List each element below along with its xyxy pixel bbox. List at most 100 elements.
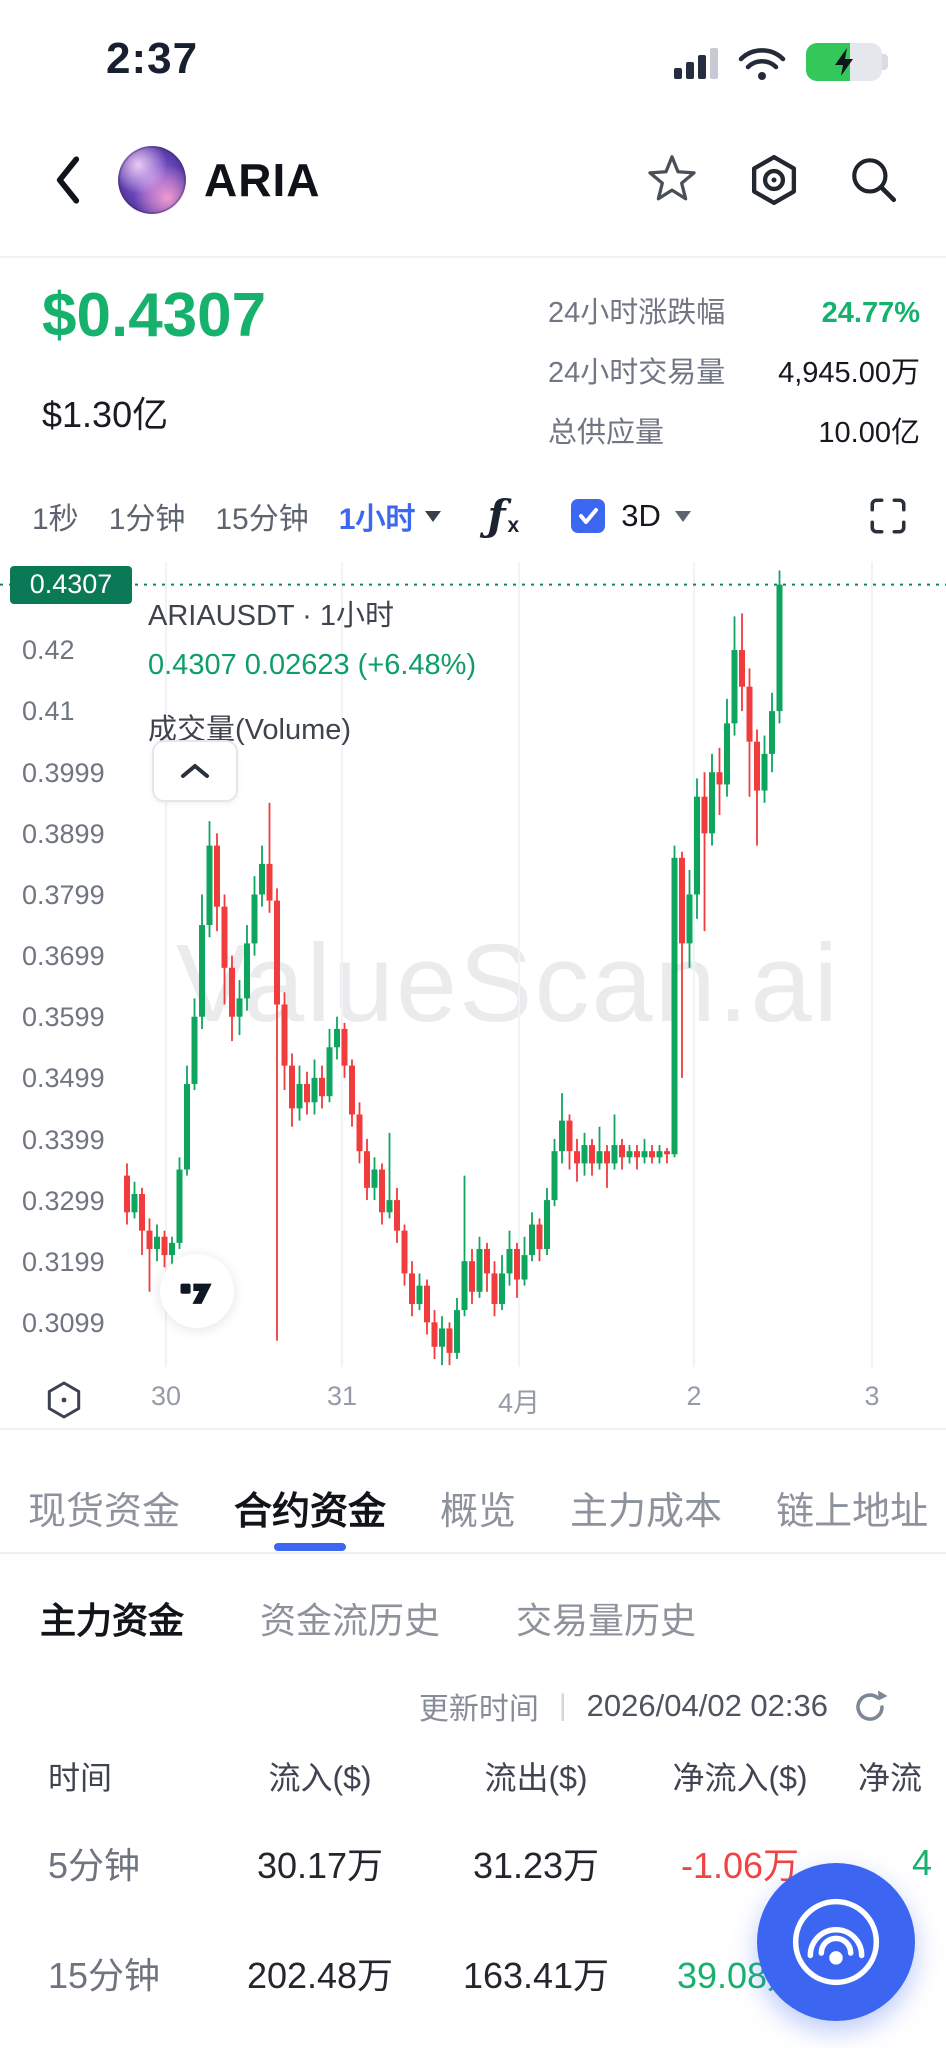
candle — [619, 1138, 625, 1170]
tab-主力成本[interactable]: 主力成本 — [570, 1491, 723, 1533]
candle — [199, 894, 205, 1029]
y-tick: 0.3999 — [22, 757, 105, 788]
y-tick: 0.3799 — [22, 880, 105, 911]
candle — [229, 955, 235, 1042]
search-button[interactable] — [844, 150, 904, 210]
candle — [274, 888, 280, 1341]
app-header: ARIA — [0, 104, 946, 258]
y-tick: 0.3899 — [22, 818, 105, 849]
candle — [581, 1132, 588, 1176]
tab-概览[interactable]: 概览 — [440, 1491, 517, 1533]
candle — [694, 778, 700, 919]
candle — [326, 1028, 333, 1103]
y-tick: 0.42 — [22, 635, 75, 665]
fullscreen-button[interactable] — [862, 490, 914, 542]
favorite-button[interactable] — [642, 150, 702, 210]
candle — [679, 851, 685, 1078]
candle — [604, 1145, 610, 1188]
interval-1分钟[interactable]: 1分钟 — [108, 503, 186, 536]
volume-expand-button[interactable] — [152, 740, 238, 802]
subtab-资金流历史[interactable]: 资金流历史 — [260, 1600, 441, 1641]
candle — [214, 833, 220, 932]
interval-15分钟[interactable]: 15分钟 — [215, 503, 309, 536]
tab-现货资金[interactable]: 现货资金 — [28, 1491, 181, 1533]
candle — [289, 1053, 295, 1127]
candle — [244, 925, 250, 1011]
current-price: $0.4307 — [42, 281, 267, 350]
update-label: 更新时间 — [418, 1693, 539, 1726]
candle — [724, 698, 730, 797]
candle — [491, 1261, 498, 1317]
overlay-toggle[interactable]: 3D — [571, 498, 691, 534]
candle — [589, 1138, 595, 1176]
wifi-icon — [738, 48, 786, 80]
chart-legend: ARIAUSDT · 1小时 0.4307 0.02623 (+6.48%) 成… — [148, 592, 476, 748]
candle — [574, 1138, 580, 1182]
hexagon-icon — [47, 1381, 81, 1419]
tabs-section: 现货资金 合约资金 概览 主力成本 链上地址 — [0, 1430, 946, 1554]
candle — [484, 1242, 490, 1292]
x-tick: 31 — [326, 1381, 358, 1411]
candle — [671, 845, 678, 1158]
tab-合约资金[interactable]: 合约资金 — [234, 1480, 386, 1535]
candle — [739, 613, 745, 712]
stat-label: 24小时涨跌幅 — [548, 297, 726, 329]
x-tick: 30 — [150, 1381, 182, 1411]
candle — [364, 1138, 370, 1201]
chevron-down-icon — [674, 510, 691, 522]
candle — [394, 1187, 400, 1243]
candlestick-chart[interactable] — [0, 562, 946, 1374]
candle — [161, 1230, 168, 1268]
interval-1秒[interactable]: 1秒 — [32, 503, 79, 536]
refresh-icon — [856, 1690, 888, 1721]
candle — [281, 992, 288, 1091]
candle — [221, 894, 228, 1005]
candle — [566, 1114, 573, 1170]
interval-group: 1秒 1分钟 15分钟 1小时 — [32, 494, 442, 538]
candle — [401, 1224, 408, 1286]
column-header: 净流入($) — [672, 1760, 808, 1796]
table-cell: 202.48万 — [246, 1955, 394, 1996]
y-tick: 0.3599 — [22, 1002, 105, 1033]
chart-price-change: 0.4307 0.02623 (+6.48%) — [148, 649, 477, 681]
candle — [319, 1065, 325, 1109]
tradingview-logo[interactable] — [160, 1254, 234, 1328]
table-cell: 31.23万 — [472, 1845, 600, 1886]
candle — [536, 1218, 543, 1262]
candle — [124, 1163, 130, 1225]
indicator-label: 3D — [621, 498, 661, 533]
candle — [154, 1224, 160, 1262]
candle — [649, 1145, 655, 1164]
assistant-fab[interactable] — [757, 1863, 915, 2021]
table-cell: 5分钟 — [48, 1845, 141, 1886]
candle — [754, 729, 760, 846]
candle — [626, 1145, 633, 1164]
candle — [409, 1261, 415, 1317]
table-cell: 4 — [912, 1842, 933, 1883]
indicator-checkbox[interactable] — [571, 499, 606, 533]
chart-settings-button[interactable] — [40, 1376, 88, 1424]
candle — [656, 1145, 663, 1164]
subtab-主力资金[interactable]: 主力资金 — [40, 1600, 185, 1641]
tab-链上地址[interactable]: 链上地址 — [776, 1491, 929, 1533]
stat-row: 24小时涨跌幅 24.77% — [548, 296, 920, 330]
status-icons — [674, 38, 888, 86]
subtab-交易量历史[interactable]: 交易量历史 — [516, 1600, 697, 1641]
battery-icon — [806, 43, 888, 81]
candle — [349, 1059, 355, 1127]
candle — [206, 821, 213, 938]
tradingview-icon — [180, 1283, 212, 1304]
refresh-button[interactable] — [848, 1684, 892, 1728]
x-axis[interactable]: 30 31 4月 2 3 — [0, 1377, 946, 1425]
column-header: 流出($) — [484, 1760, 588, 1796]
stat-value: 10.00亿 — [818, 417, 920, 449]
x-tick: 3 — [864, 1381, 880, 1411]
fullscreen-icon — [870, 498, 906, 534]
candle — [266, 802, 273, 913]
explorer-button[interactable] — [744, 150, 804, 210]
candle — [131, 1181, 138, 1219]
interval-1小时[interactable]: 1小时 — [339, 494, 442, 538]
back-button[interactable] — [40, 148, 96, 212]
